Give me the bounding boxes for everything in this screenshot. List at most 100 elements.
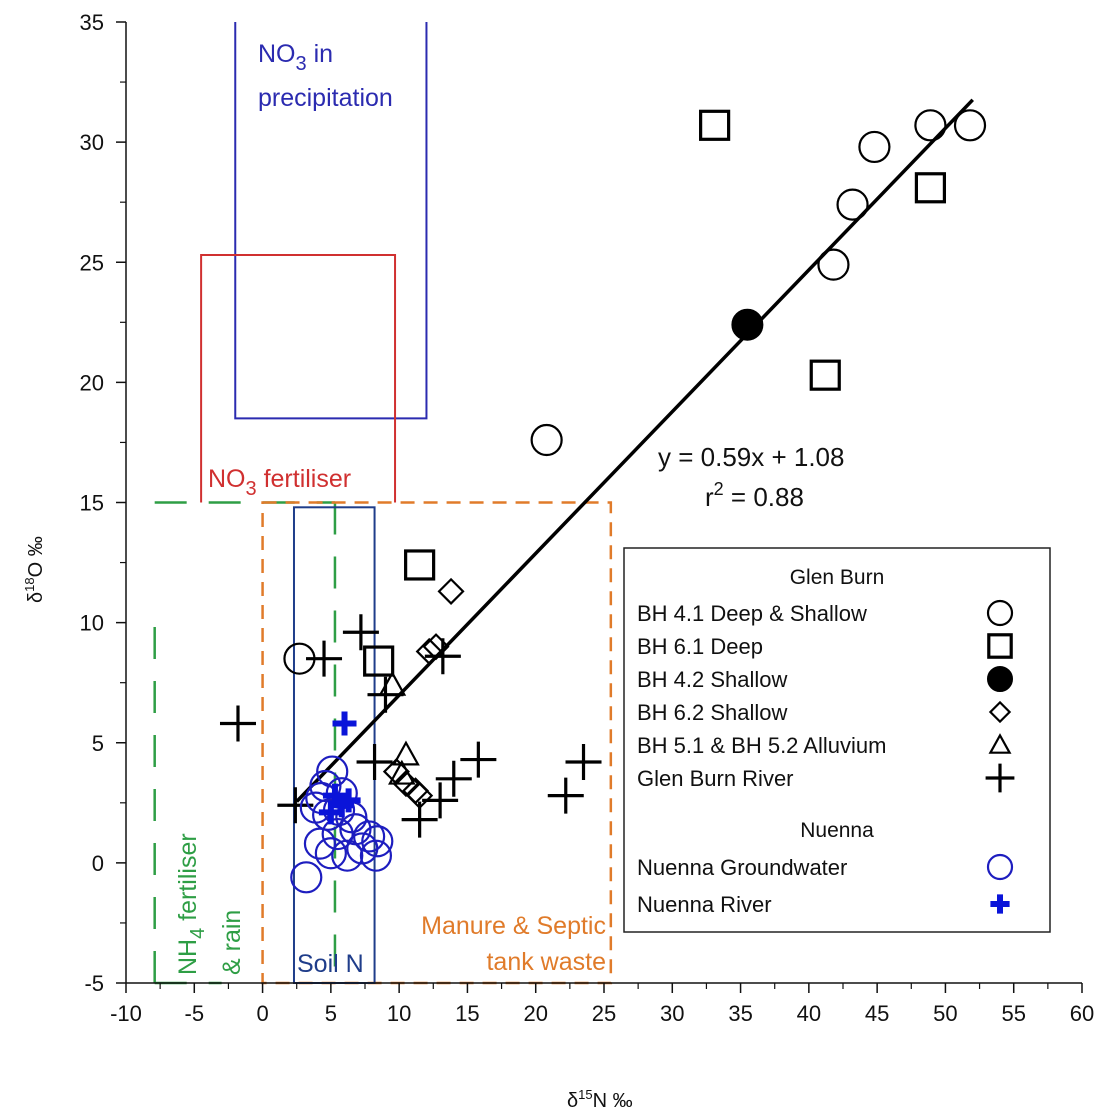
data-point-plus <box>401 801 438 838</box>
data-point-square <box>809 359 841 391</box>
legend-label-nuenna-groundwater: Nuenna Groundwater <box>637 855 847 880</box>
x-tick-label: 15 <box>455 1001 479 1026</box>
data-point-plus <box>422 782 459 819</box>
data-points <box>219 109 987 894</box>
y-tick-label: 30 <box>80 130 104 155</box>
x-tick-label: 5 <box>325 1001 337 1026</box>
source-zones <box>153 22 613 985</box>
legend-marker-circle <box>986 853 1014 881</box>
data-point-plus <box>435 760 472 797</box>
data-point-plus <box>306 640 343 677</box>
data-point-circle <box>314 837 347 870</box>
axes: -10 -5 0 5 10 15 20 25 30 35 40 45 50 55 60-5051015202… <box>80 10 1095 1026</box>
x-tick-label: 20 <box>523 1001 547 1026</box>
data-point-plus <box>565 743 602 780</box>
data-point-circle <box>836 188 869 221</box>
data-point-filled-circle <box>731 308 764 341</box>
legend-marker-circle <box>986 599 1014 627</box>
data-point-circle <box>817 248 850 281</box>
data-point-circle <box>361 825 394 858</box>
data-point-plus <box>342 614 379 651</box>
data-point-plus-bold <box>336 788 361 813</box>
data-point-circle <box>352 820 386 853</box>
x-tick-label: 40 <box>797 1001 821 1026</box>
data-point-diamond <box>437 577 465 605</box>
data-point-plus <box>219 705 256 742</box>
data-point-circle <box>858 130 891 164</box>
legend-marker-square <box>987 633 1013 659</box>
y-tick-label: 5 <box>92 731 104 756</box>
y-axis-title: δ18O ‰ <box>22 536 47 603</box>
zone-label-precip-line1: NO3 in <box>258 40 333 75</box>
data-point-plus <box>424 638 461 675</box>
data-point-square <box>699 109 731 141</box>
zone-label-precip-line2: precipitation <box>258 84 393 112</box>
data-point-circle <box>530 423 563 457</box>
x-tick-label: -10 <box>110 1001 142 1026</box>
data-point-plus <box>367 676 404 713</box>
legend-marker-plus-bold <box>990 894 1010 914</box>
data-point-circle <box>953 109 987 142</box>
x-tick-label: 60 <box>1070 1001 1094 1026</box>
x-tick-label: 55 <box>1001 1001 1025 1026</box>
zone-manure-septic <box>261 501 613 985</box>
legend-label-bh61: BH 6.1 Deep <box>637 634 763 659</box>
legend-label-bh51-52: BH 5.1 & BH 5.2 Alluvium <box>637 733 886 758</box>
data-point-circle <box>321 817 354 851</box>
data-point-plus <box>460 741 497 778</box>
zone-label-nh4-line2: & rain <box>218 910 246 975</box>
zone-label-manure-line2: tank waste <box>486 948 606 976</box>
legend-markers <box>985 599 1015 914</box>
legend-label-bh62: BH 6.2 Shallow <box>637 700 788 725</box>
x-tick-label: -5 <box>185 1001 205 1026</box>
data-point-square <box>404 549 436 581</box>
zone-label-manure-line1: Manure & Septic <box>421 912 606 940</box>
regression-equation: y = 0.59x + 1.08 r2 = 0.88 <box>658 442 844 512</box>
legend-label-bh41: BH 4.1 Deep & Shallow <box>637 601 867 626</box>
y-tick-label: 25 <box>80 250 104 275</box>
zone-label-no3-fertiliser: NO3 fertiliser <box>208 465 351 500</box>
legend-label-glen-burn-river: Glen Burn River <box>637 766 794 791</box>
x-axis-title: δ15N ‰ <box>567 1087 633 1112</box>
legend-label-nuenna-river: Nuenna River <box>637 892 772 917</box>
data-point-circle <box>309 769 342 803</box>
legend-group-title-nuenna: Nuenna <box>800 819 874 842</box>
legend-box <box>623 547 1051 933</box>
data-point-circle <box>914 109 947 142</box>
data-point-circle <box>359 839 393 872</box>
zone-label-nh4-line1: NH4 fertiliser <box>174 833 209 975</box>
svg-text:δ18O ‰: δ18O ‰ <box>22 536 47 603</box>
zone-no3-precipitation <box>234 22 428 420</box>
data-point-square <box>914 172 947 204</box>
legend-marker-filled-circle <box>987 666 1013 692</box>
y-tick-label: 20 <box>80 370 104 395</box>
zone-labels: NO3 in precipitation NO3 fertiliser NH4 fer… <box>174 40 606 978</box>
legend: Glen Burn BH 4.1 Deep & Shallow BH 6.1 D… <box>623 547 1051 933</box>
x-tick-label: 45 <box>865 1001 889 1026</box>
x-tick-label: 35 <box>728 1001 752 1026</box>
y-tick-label: -5 <box>84 971 104 996</box>
legend-marker-plus <box>985 763 1015 793</box>
x-tick-label: 50 <box>933 1001 957 1026</box>
zone-label-nh4: NH4 fertiliser & rain <box>174 833 246 975</box>
data-point-triangle <box>388 759 416 785</box>
x-tick-label: 0 <box>256 1001 268 1026</box>
data-point-diamond <box>415 637 443 666</box>
legend-label-bh42: BH 4.2 Shallow <box>637 667 788 692</box>
zone-label-soil-n: Soil N <box>297 950 364 978</box>
data-point-plus-bold <box>332 711 357 736</box>
zone-no3-fertiliser <box>200 254 397 503</box>
y-tick-label: 10 <box>80 611 104 636</box>
x-tick-label: 25 <box>592 1001 616 1026</box>
data-point-plus <box>547 777 584 814</box>
y-tick-label: 0 <box>92 851 104 876</box>
legend-marker-triangle <box>988 733 1012 754</box>
legend-group-title-glen-burn: Glen Burn <box>790 566 885 589</box>
data-point-plus-bold <box>318 800 343 825</box>
y-tick-label: 35 <box>80 10 104 35</box>
x-tick-label: 30 <box>660 1001 684 1026</box>
data-point-square <box>363 645 395 677</box>
r-squared-label: r2 = 0.88 <box>705 479 804 512</box>
y-tick-label: 15 <box>80 491 104 516</box>
